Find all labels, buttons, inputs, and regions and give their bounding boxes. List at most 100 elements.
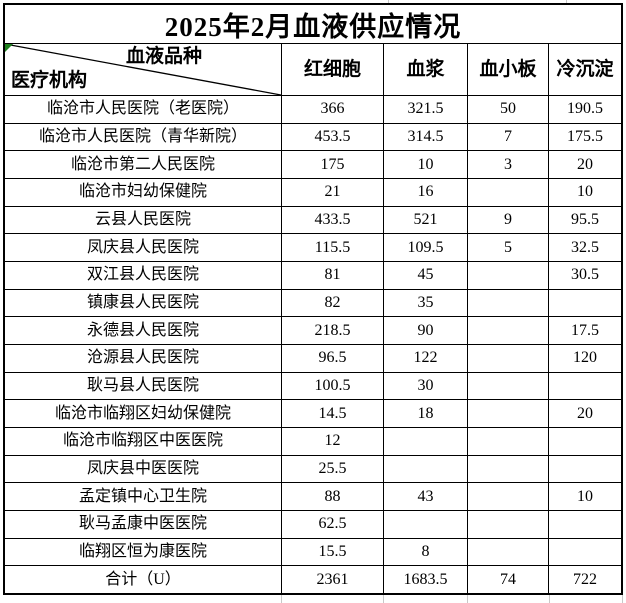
value-cell[interactable]: [468, 428, 549, 455]
value-cell[interactable]: 115.5: [282, 234, 384, 262]
value-cell[interactable]: 3: [468, 151, 549, 179]
value-cell[interactable]: [468, 400, 549, 428]
value-cell[interactable]: 190.5: [567, 100, 603, 118]
value-cell[interactable]: 62.5: [282, 511, 384, 538]
value-cell[interactable]: 175: [282, 151, 384, 179]
value-cell[interactable]: [468, 345, 549, 372]
value-cell[interactable]: [549, 428, 621, 455]
value-cell[interactable]: [468, 538, 549, 566]
table-row: 云县人民医院 433.5 521 9 95.5: [5, 206, 621, 235]
value-cell[interactable]: 45: [384, 262, 468, 289]
value-cell[interactable]: 314.5: [384, 123, 468, 151]
institution-name-cell[interactable]: 凤庆县中医医院: [5, 455, 282, 483]
value-cell[interactable]: 366: [282, 96, 384, 123]
value-cell[interactable]: 122: [384, 345, 468, 372]
institution-name-cell[interactable]: 耿马孟康中医医院: [5, 511, 282, 538]
institution-name-cell[interactable]: 临沧市第二人民医院: [5, 151, 282, 179]
total-label-cell[interactable]: 合计（U）: [5, 566, 282, 594]
value-cell[interactable]: [549, 511, 621, 538]
column-header-red-blood-cells[interactable]: 红细胞: [282, 44, 384, 95]
value-cell[interactable]: [549, 456, 621, 483]
value-cell[interactable]: 175.5: [567, 128, 603, 145]
value-cell[interactable]: [468, 483, 549, 511]
value-cell[interactable]: 433.5: [282, 206, 384, 234]
value-cell[interactable]: 35: [384, 289, 468, 317]
value-cell[interactable]: 7: [468, 123, 549, 151]
institution-name-cell[interactable]: 临沧市临翔区妇幼保健院: [5, 400, 282, 428]
value-cell[interactable]: 14.5: [282, 400, 384, 428]
value-cell[interactable]: 90: [384, 317, 468, 345]
value-cell[interactable]: [549, 539, 621, 566]
institution-name-cell[interactable]: 临沧市妇幼保健院: [5, 179, 282, 206]
institution-name-cell[interactable]: 临沧市人民医院（青华新院）: [5, 123, 282, 151]
institution-name-cell[interactable]: 镇康县人民医院: [5, 289, 282, 317]
value-cell[interactable]: 10: [577, 487, 593, 505]
diagonal-corner-cell[interactable]: 血液品种 医疗机构: [5, 44, 282, 95]
value-cell[interactable]: [384, 428, 468, 455]
value-cell[interactable]: [468, 262, 549, 289]
value-cell[interactable]: 18: [384, 400, 468, 428]
value-cell[interactable]: 100.5: [282, 372, 384, 400]
value-cell[interactable]: 16: [384, 179, 468, 206]
institution-name-cell[interactable]: 双江县人民医院: [5, 262, 282, 289]
value-cell[interactable]: [468, 372, 549, 400]
value-cell[interactable]: 521: [384, 206, 468, 234]
value-cell[interactable]: 1683.5: [384, 566, 468, 594]
value-cell[interactable]: 88: [282, 483, 384, 511]
column-header-cryoprecipitate[interactable]: 冷沉淀: [556, 59, 614, 80]
value-cell[interactable]: 453.5: [282, 123, 384, 151]
value-cell[interactable]: 10: [384, 151, 468, 179]
value-cell[interactable]: [384, 455, 468, 483]
value-cell[interactable]: [468, 511, 549, 538]
value-cell[interactable]: [468, 317, 549, 345]
gridline-stub: [622, 595, 623, 603]
value-cell[interactable]: 722: [573, 570, 597, 588]
value-cell[interactable]: 96.5: [282, 345, 384, 372]
institution-name-cell[interactable]: 沧源县人民医院: [5, 345, 282, 372]
value-cell[interactable]: 81: [282, 262, 384, 289]
value-cell[interactable]: 218.5: [282, 317, 384, 345]
value-cell[interactable]: 120: [573, 349, 597, 367]
value-cell[interactable]: 20: [577, 404, 593, 422]
column-header-plasma[interactable]: 血浆: [384, 44, 468, 95]
value-cell[interactable]: 20: [577, 155, 593, 173]
institution-name-cell[interactable]: 临沧市人民医院（老医院）: [5, 96, 282, 123]
value-cell[interactable]: [468, 179, 549, 206]
value-cell[interactable]: 74: [468, 566, 549, 594]
value-cell[interactable]: 321.5: [384, 96, 468, 123]
value-cell[interactable]: 10: [577, 183, 593, 201]
institution-name-cell[interactable]: 凤庆县人民医院: [5, 234, 282, 262]
value-cell[interactable]: [468, 289, 549, 317]
value-cell[interactable]: 109.5: [384, 234, 468, 262]
institution-name-cell[interactable]: 永德县人民医院: [5, 317, 282, 345]
value-cell[interactable]: 50: [468, 96, 549, 123]
column-header-platelets[interactable]: 血小板: [468, 44, 549, 95]
value-cell[interactable]: 2361: [282, 566, 384, 594]
value-cell[interactable]: [384, 511, 468, 538]
table-row: 临沧市人民医院（青华新院） 453.5 314.5 7 175.5: [5, 123, 621, 152]
value-cell[interactable]: 21: [282, 179, 384, 206]
value-cell[interactable]: 30.5: [571, 266, 599, 284]
value-cell[interactable]: 5: [468, 234, 549, 262]
institution-name-cell[interactable]: 耿马县人民医院: [5, 372, 282, 400]
value-cell[interactable]: 95.5: [571, 211, 599, 229]
value-cell[interactable]: 8: [384, 538, 468, 566]
value-cell[interactable]: [468, 455, 549, 483]
value-cell[interactable]: 43: [384, 483, 468, 511]
institution-name-cell[interactable]: 临翔区恒为康医院: [5, 538, 282, 566]
value-cell[interactable]: 30: [384, 372, 468, 400]
value-cell[interactable]: 12: [282, 428, 384, 455]
value-cell[interactable]: 32.5: [571, 238, 599, 256]
table-title[interactable]: 2025年2月血液供应情况: [5, 5, 621, 44]
institution-name-cell[interactable]: 云县人民医院: [5, 206, 282, 234]
institution-name-cell[interactable]: 孟定镇中心卫生院: [5, 483, 282, 511]
value-cell[interactable]: 82: [282, 289, 384, 317]
value-cell[interactable]: 25.5: [282, 455, 384, 483]
value-cell[interactable]: [549, 290, 621, 317]
institution-name-cell[interactable]: 临沧市临翔区中医医院: [5, 428, 282, 455]
value-cell[interactable]: [549, 373, 621, 400]
value-cell[interactable]: 17.5: [571, 321, 599, 339]
value-cell[interactable]: 9: [468, 206, 549, 234]
value-cell[interactable]: 15.5: [282, 538, 384, 566]
